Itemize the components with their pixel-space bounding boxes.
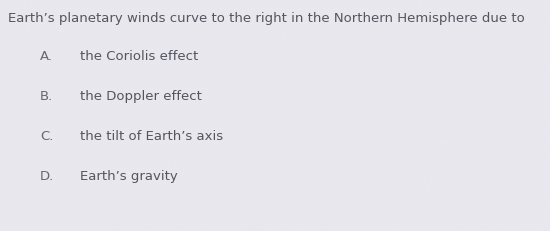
Text: A.: A. xyxy=(40,50,53,63)
Text: Earth’s gravity: Earth’s gravity xyxy=(80,170,178,183)
Text: C.: C. xyxy=(40,130,53,143)
Text: the Coriolis effect: the Coriolis effect xyxy=(80,50,198,63)
Text: the Doppler effect: the Doppler effect xyxy=(80,90,202,103)
Text: Earth’s planetary winds curve to the right in the Northern Hemisphere due to: Earth’s planetary winds curve to the rig… xyxy=(8,12,525,25)
Text: the tilt of Earth’s axis: the tilt of Earth’s axis xyxy=(80,130,223,143)
Text: D.: D. xyxy=(40,170,54,183)
Text: B.: B. xyxy=(40,90,53,103)
